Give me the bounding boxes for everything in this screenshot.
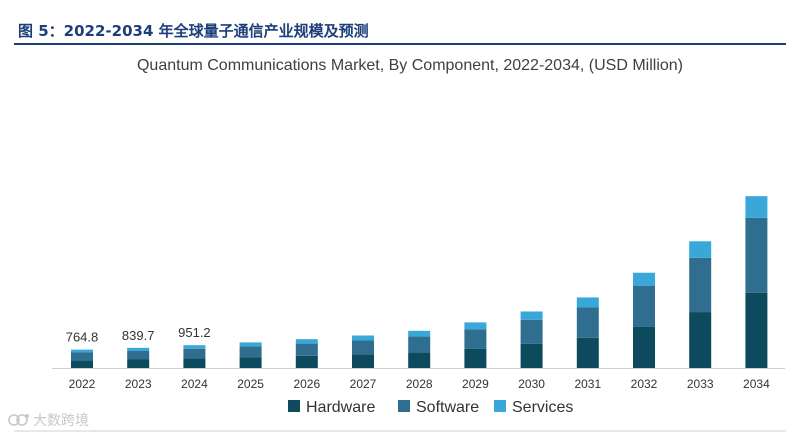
figure-caption: 图 5：2022-2034 年全球量子通信产业规模及预测 [18, 22, 369, 40]
chart-title: Quantum Communications Market, By Compon… [137, 57, 683, 74]
legend-swatch-services [494, 400, 506, 412]
bar-software-2026 [295, 343, 318, 356]
x-tick-label: 2031 [574, 377, 601, 391]
bar-software-2027 [352, 340, 374, 355]
bar-services-2034 [745, 196, 768, 218]
legend-swatch-software [398, 400, 410, 412]
bar-hardware-2034 [745, 292, 768, 368]
x-tick-label: 2030 [518, 377, 545, 391]
bar-services-2022 [71, 349, 93, 353]
bar-hardware-2031 [576, 337, 599, 368]
legend-swatch-hardware [288, 400, 300, 412]
bar-hardware-2029 [464, 348, 487, 368]
x-tick-label: 2023 [125, 377, 152, 391]
bar-services-2031 [576, 297, 599, 308]
bar-hardware-2030 [520, 343, 543, 368]
watermark-text: 大数跨境 [33, 413, 89, 429]
bottom-divider [14, 430, 786, 432]
bar-services-2024 [183, 345, 206, 349]
legend-label-hardware: Hardware [306, 399, 375, 416]
bar-software-2031 [576, 307, 599, 338]
x-tick-label: 2033 [687, 377, 714, 391]
bar-services-2027 [352, 335, 374, 341]
data-label-2022: 764.8 [66, 330, 99, 345]
bar-services-2032 [633, 272, 655, 286]
bar-hardware-2028 [408, 352, 431, 368]
x-tick-label: 2029 [462, 377, 489, 391]
bar-hardware-2027 [352, 354, 374, 368]
bar-software-2022 [71, 352, 93, 361]
plot-area: 2022 2023 2024 2025 2026 2027 2028 2029 2030 2031… [52, 196, 785, 391]
bar-software-2025 [239, 346, 262, 358]
bar-software-2024 [183, 348, 206, 359]
bar-hardware-2032 [633, 326, 655, 368]
x-tick-label: 2027 [350, 377, 377, 391]
bar-services-2029 [464, 322, 487, 330]
bar-hardware-2023 [127, 359, 150, 368]
watermark: 大数跨境 [8, 410, 89, 430]
x-tick-label: 2022 [69, 377, 96, 391]
bar-hardware-2022 [71, 360, 93, 368]
bar-services-2028 [408, 330, 431, 337]
chart-legend: Hardware Software Services [288, 399, 573, 416]
bar-services-2030 [520, 311, 543, 320]
legend-label-software: Software [416, 399, 479, 416]
bar-software-2034 [745, 217, 768, 293]
bar-software-2029 [464, 329, 487, 349]
x-tick-label: 2032 [631, 377, 658, 391]
bar-services-2023 [127, 347, 150, 351]
bar-software-2032 [633, 285, 655, 327]
x-tick-label: 2034 [743, 377, 770, 391]
bar-software-2030 [520, 319, 543, 344]
bar-software-2028 [408, 336, 431, 353]
bar-chart: Quantum Communications Market, By Compon… [52, 57, 785, 416]
caption-divider [14, 43, 786, 45]
watermark-logo-icon [8, 414, 29, 426]
x-tick-label: 2024 [181, 377, 208, 391]
x-tick-label: 2028 [406, 377, 433, 391]
x-tick-label: 2026 [293, 377, 320, 391]
bar-services-2033 [689, 241, 712, 258]
bar-hardware-2024 [183, 358, 206, 368]
data-label-2023: 839.7 [122, 328, 155, 343]
legend-label-services: Services [512, 399, 573, 416]
x-tick-label: 2025 [237, 377, 264, 391]
bar-services-2026 [295, 339, 318, 344]
data-label-2024: 951.2 [178, 325, 211, 340]
bar-hardware-2026 [295, 355, 318, 368]
bar-software-2023 [127, 350, 150, 360]
bar-software-2033 [689, 257, 712, 313]
bar-hardware-2033 [689, 312, 712, 368]
bar-hardware-2025 [239, 357, 262, 368]
bar-services-2025 [239, 342, 262, 347]
